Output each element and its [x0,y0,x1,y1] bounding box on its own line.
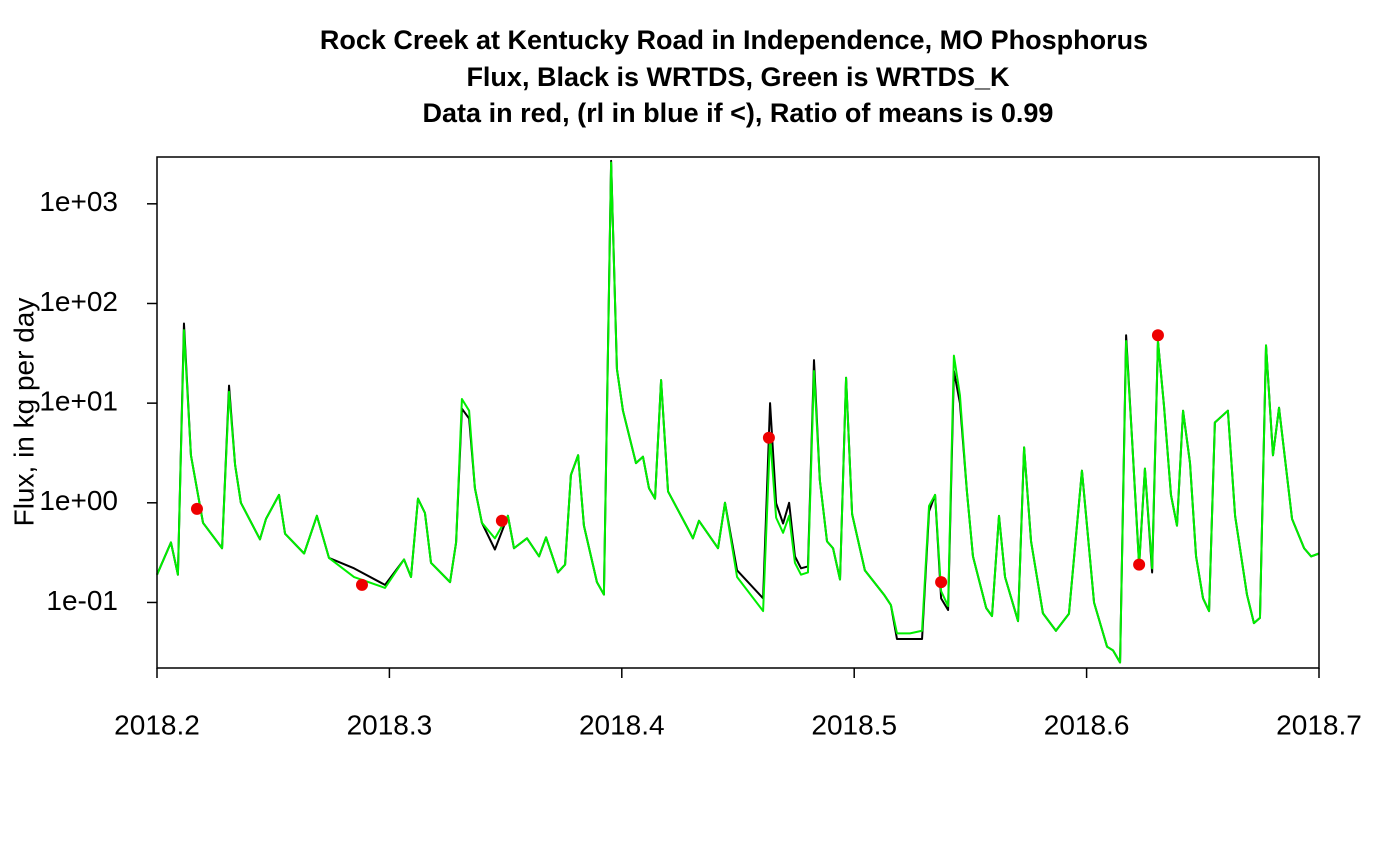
data-point [1133,558,1146,571]
y-tick-label: 1e+02 [39,286,118,317]
y-tick-label: 1e+01 [39,386,118,417]
data-point [495,514,508,527]
data-point [1151,329,1164,342]
x-tick-label: 2018.5 [811,709,897,740]
chart-title: Data in red, (rl in blue if <), Ratio of… [423,98,1054,128]
chart-title: Rock Creek at Kentucky Road in Independe… [320,25,1148,55]
x-tick-label: 2018.7 [1276,709,1362,740]
y-tick-label: 1e+03 [39,186,118,217]
x-tick-label: 2018.6 [1044,709,1130,740]
plot-frame [156,156,1320,669]
data-point [762,431,775,444]
flux-line [156,159,1320,664]
x-tick-label: 2018.3 [347,709,433,740]
flux-line [156,161,1320,664]
chart-title: Flux, Black is WRTDS, Green is WRTDS_K [466,62,1010,92]
x-tick-label: 2018.2 [114,709,200,740]
data-point [935,576,948,589]
data-point [190,502,203,515]
y-tick-label: 1e+00 [39,485,118,516]
y-axis-label: Flux, in kg per day [8,298,39,527]
data-point [355,578,368,591]
y-tick-label: 1e-01 [46,585,118,616]
x-tick-label: 2018.4 [579,709,665,740]
